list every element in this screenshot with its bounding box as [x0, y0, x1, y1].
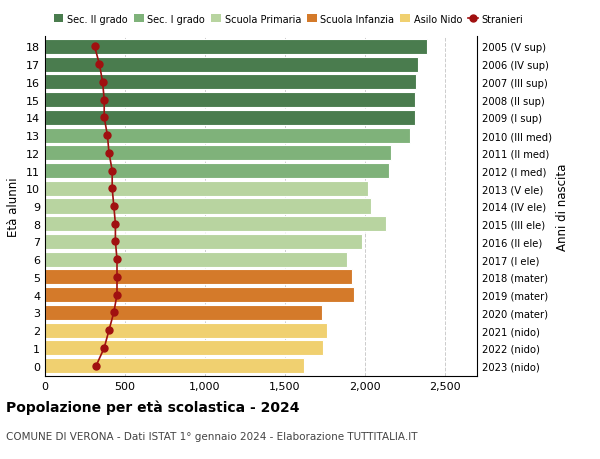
Legend: Sec. II grado, Sec. I grado, Scuola Primaria, Scuola Infanzia, Asilo Nido, Stran: Sec. II grado, Sec. I grado, Scuola Prim…: [50, 11, 527, 28]
Bar: [45, 93, 415, 108]
Bar: [45, 111, 415, 126]
Bar: [45, 323, 326, 338]
Bar: [45, 235, 362, 249]
Bar: [45, 217, 386, 232]
Bar: [45, 164, 389, 179]
Text: Popolazione per età scolastica - 2024: Popolazione per età scolastica - 2024: [6, 399, 299, 414]
Text: COMUNE DI VERONA - Dati ISTAT 1° gennaio 2024 - Elaborazione TUTTITALIA.IT: COMUNE DI VERONA - Dati ISTAT 1° gennaio…: [6, 431, 418, 442]
Bar: [45, 358, 304, 373]
Bar: [45, 40, 427, 55]
Y-axis label: Anni di nascita: Anni di nascita: [556, 163, 569, 250]
Bar: [45, 181, 368, 196]
Bar: [45, 341, 323, 356]
Bar: [45, 199, 371, 214]
Bar: [45, 128, 410, 143]
Bar: [45, 287, 354, 302]
Bar: [45, 270, 352, 285]
Bar: [45, 305, 322, 320]
Bar: [45, 252, 347, 267]
Bar: [45, 75, 416, 90]
Bar: [45, 146, 391, 161]
Bar: [45, 57, 418, 73]
Y-axis label: Età alunni: Età alunni: [7, 177, 20, 236]
